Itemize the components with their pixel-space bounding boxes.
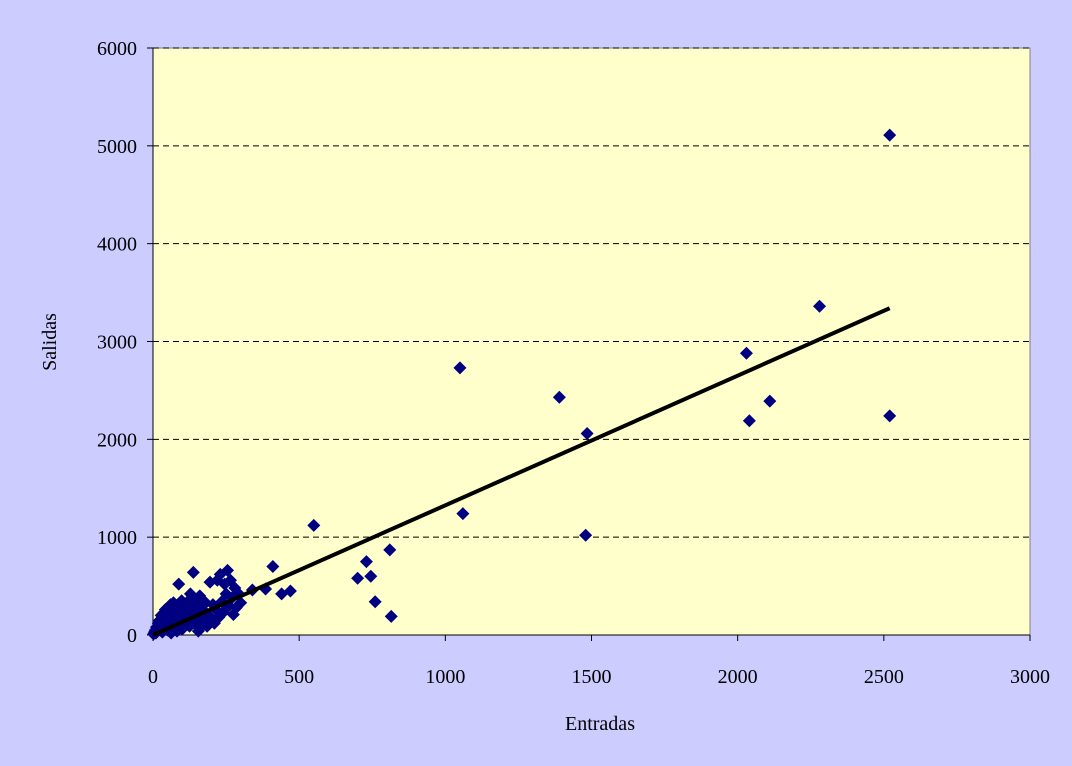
data-point bbox=[351, 571, 365, 585]
y-tick-label: 3000 bbox=[97, 332, 137, 354]
y-tick-label: 4000 bbox=[97, 234, 137, 256]
data-point bbox=[763, 394, 777, 408]
y-tick-label: 5000 bbox=[97, 136, 137, 158]
data-point bbox=[384, 609, 398, 623]
data-point bbox=[368, 595, 382, 609]
x-axis-title: Entradas bbox=[565, 713, 635, 735]
data-point bbox=[742, 414, 756, 428]
x-tick-label: 3000 bbox=[1010, 666, 1050, 688]
data-point bbox=[883, 128, 897, 142]
axis-ticks: 0 500 1000 1500 2000 2500 3000 0 1000 2000 3000 400… bbox=[97, 38, 1050, 688]
data-point bbox=[383, 543, 397, 557]
data-point bbox=[453, 361, 467, 375]
data-point bbox=[221, 563, 235, 577]
gridlines bbox=[153, 47, 1030, 538]
data-point bbox=[307, 518, 321, 532]
data-point bbox=[580, 426, 594, 440]
data-point bbox=[359, 555, 373, 569]
x-tick-label: 2000 bbox=[718, 666, 758, 688]
data-point bbox=[883, 409, 897, 423]
y-axis-title: Salidas bbox=[39, 313, 61, 371]
data-point bbox=[172, 577, 186, 591]
data-point bbox=[266, 560, 280, 574]
y-tick-label: 1000 bbox=[97, 527, 137, 549]
y-tick-label: 0 bbox=[127, 625, 137, 647]
data-point bbox=[456, 507, 470, 521]
x-tick-label: 2500 bbox=[864, 666, 904, 688]
data-point bbox=[186, 565, 200, 579]
data-point bbox=[283, 584, 297, 598]
data-point bbox=[552, 390, 566, 404]
data-point bbox=[813, 299, 827, 313]
data-point bbox=[364, 569, 378, 583]
x-tick-label: 500 bbox=[284, 666, 314, 688]
trendline bbox=[152, 306, 891, 637]
y-tick-label: 2000 bbox=[97, 429, 137, 451]
x-tick-label: 1000 bbox=[425, 666, 465, 688]
data-point bbox=[579, 528, 593, 542]
x-tick-label: 0 bbox=[148, 666, 158, 688]
x-tick-label: 1500 bbox=[572, 666, 612, 688]
data-point bbox=[739, 346, 753, 360]
y-tick-label: 6000 bbox=[97, 38, 137, 60]
